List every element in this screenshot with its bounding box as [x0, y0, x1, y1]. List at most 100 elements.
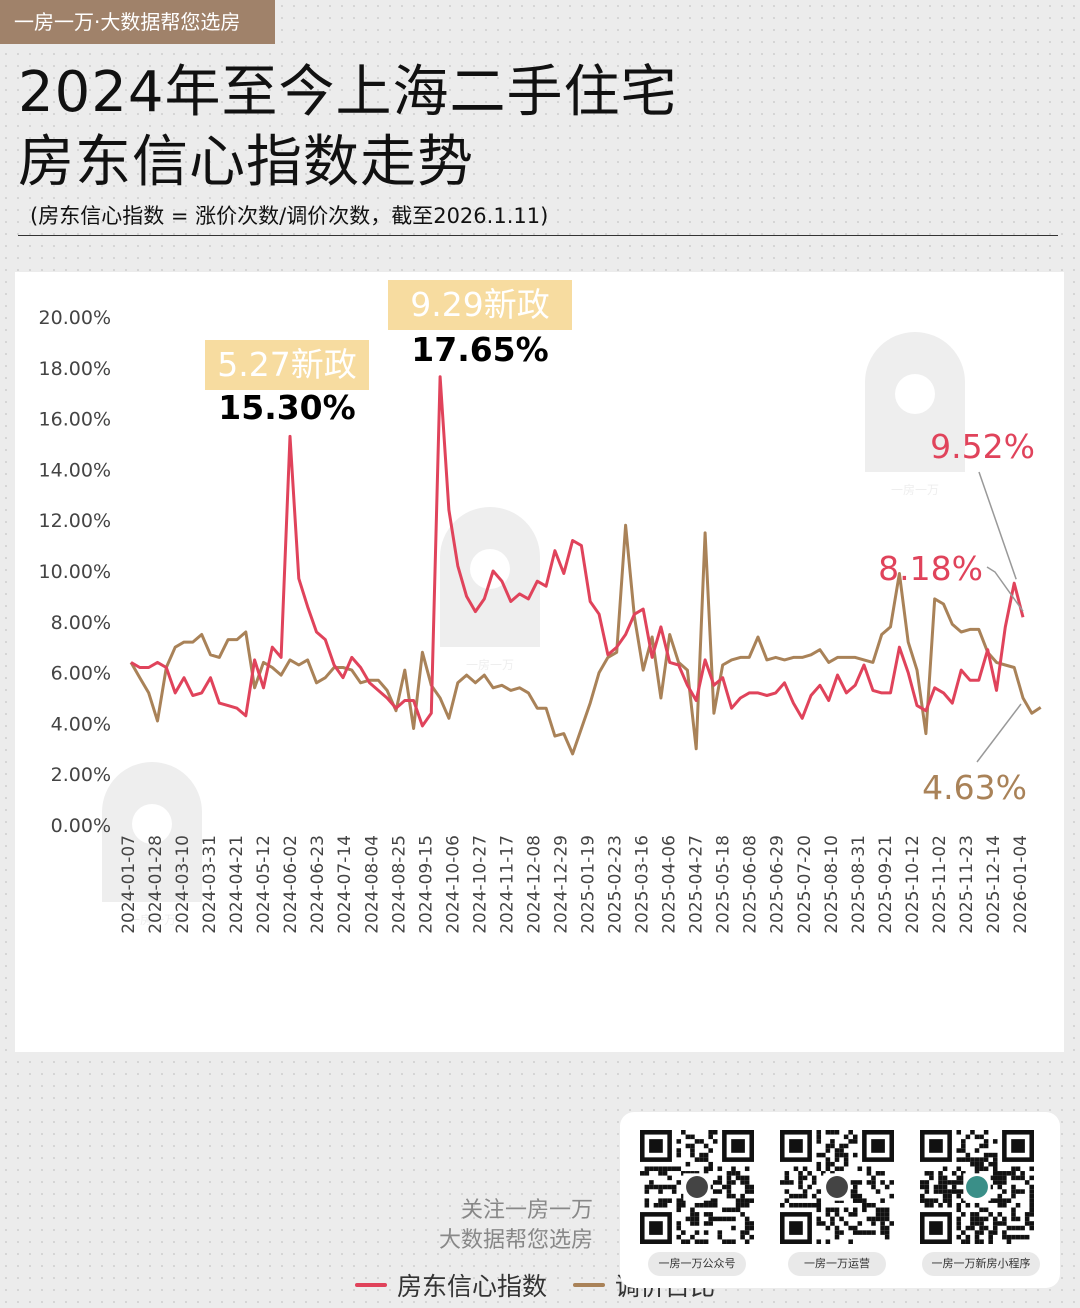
qr-module — [970, 1130, 975, 1135]
qr-module — [690, 1216, 695, 1222]
qr-module — [726, 1189, 732, 1194]
qr-module — [1011, 1234, 1016, 1240]
legend-item-confidence[interactable]: 房东信心指数 — [355, 1267, 547, 1303]
qr-module — [676, 1180, 682, 1185]
qr-module — [933, 1184, 939, 1190]
qr-module — [744, 1198, 750, 1203]
qr-module — [961, 1180, 966, 1185]
qr-module — [834, 1212, 840, 1217]
qr-module — [712, 1189, 718, 1194]
qr-module — [843, 1157, 849, 1162]
qr-module — [1020, 1234, 1025, 1240]
y-tick-label: 14.00% — [39, 459, 111, 481]
qr-module — [802, 1193, 808, 1199]
qr-module — [1006, 1234, 1012, 1240]
qr-module — [690, 1212, 695, 1217]
qr-module — [997, 1193, 1003, 1199]
qr-module — [816, 1198, 822, 1203]
qr-module — [1015, 1166, 1021, 1172]
qr-module — [852, 1152, 858, 1158]
qr-module — [1011, 1175, 1016, 1181]
qr-label-mini-program: 一房一万新房小程序 — [922, 1252, 1040, 1276]
qr-module — [712, 1139, 718, 1144]
qr-module — [852, 1207, 858, 1213]
qr-module — [708, 1184, 713, 1190]
qr-module — [694, 1157, 700, 1162]
qr-module — [875, 1207, 881, 1213]
qr-module — [947, 1198, 952, 1203]
qr-module — [983, 1225, 989, 1231]
qr-module — [744, 1221, 750, 1226]
x-tick-label: 2024-06-23 — [308, 835, 328, 934]
qr-module — [965, 1202, 971, 1208]
qr-module — [862, 1202, 867, 1208]
qr-module — [942, 1198, 948, 1203]
qr-module — [821, 1171, 826, 1176]
qr-module — [1011, 1189, 1016, 1194]
qr-module — [965, 1134, 971, 1140]
qr-module — [956, 1216, 962, 1222]
watermark-head — [132, 804, 172, 844]
qr-module — [1006, 1239, 1012, 1244]
qr-module — [784, 1198, 790, 1203]
qr-finder-core — [789, 1139, 803, 1153]
qr-finder-core — [789, 1221, 803, 1235]
qr-module — [708, 1212, 713, 1217]
qr-module — [834, 1234, 840, 1240]
qr-module — [726, 1184, 732, 1190]
qr-module — [644, 1202, 650, 1208]
qr-module — [1020, 1175, 1025, 1181]
y-tick-label: 6.00% — [51, 663, 111, 685]
x-tick-label: 2024-10-27 — [470, 835, 490, 934]
qr-module — [740, 1193, 745, 1199]
qr-module — [731, 1216, 736, 1222]
qr-code-mini-program[interactable] — [920, 1130, 1034, 1244]
qr-module — [690, 1221, 695, 1226]
qr-module — [862, 1230, 867, 1235]
qr-module — [947, 1180, 952, 1185]
qr-module — [862, 1198, 867, 1203]
qr-module — [726, 1207, 732, 1213]
qr-module — [740, 1175, 745, 1181]
qr-module — [685, 1239, 691, 1244]
qr-module — [740, 1202, 745, 1208]
qr-module — [676, 1148, 682, 1153]
qr-module — [694, 1202, 700, 1208]
qr-module — [866, 1202, 872, 1208]
qr-module — [681, 1202, 686, 1208]
qr-module — [988, 1198, 993, 1203]
qr-module — [708, 1161, 713, 1167]
qr-module — [848, 1189, 853, 1194]
qr-module — [740, 1198, 745, 1203]
qr-module — [726, 1175, 732, 1181]
qr-module — [974, 1212, 980, 1217]
qr-module — [839, 1152, 844, 1158]
qr-module — [951, 1189, 957, 1194]
qr-code-official-account[interactable] — [640, 1130, 754, 1244]
qr-module — [830, 1130, 835, 1135]
qr-module — [1015, 1175, 1021, 1181]
page-title: 2024年至今上海二手住宅 房东信心指数走势 — [18, 58, 678, 198]
qr-module — [848, 1130, 853, 1135]
qr-module — [884, 1216, 890, 1222]
peak-label-1530: 15.30% — [218, 388, 355, 427]
qr-module — [1015, 1225, 1021, 1231]
qr-module — [744, 1184, 750, 1190]
qr-module — [740, 1180, 745, 1185]
qr-module — [740, 1212, 745, 1217]
qr-module — [834, 1152, 840, 1158]
qr-module — [816, 1202, 822, 1208]
qr-module — [938, 1184, 943, 1190]
qr-module — [961, 1230, 966, 1235]
qr-finder-core — [649, 1221, 663, 1235]
qr-module — [951, 1171, 957, 1176]
qr-module — [681, 1230, 686, 1235]
qr-module — [956, 1180, 962, 1185]
qr-module — [920, 1184, 925, 1190]
qr-code-operations[interactable] — [780, 1130, 894, 1244]
qr-module — [821, 1152, 826, 1158]
badge-929-bg — [388, 280, 572, 330]
qr-module — [979, 1161, 984, 1167]
qr-module — [653, 1166, 659, 1172]
qr-module — [685, 1143, 691, 1149]
